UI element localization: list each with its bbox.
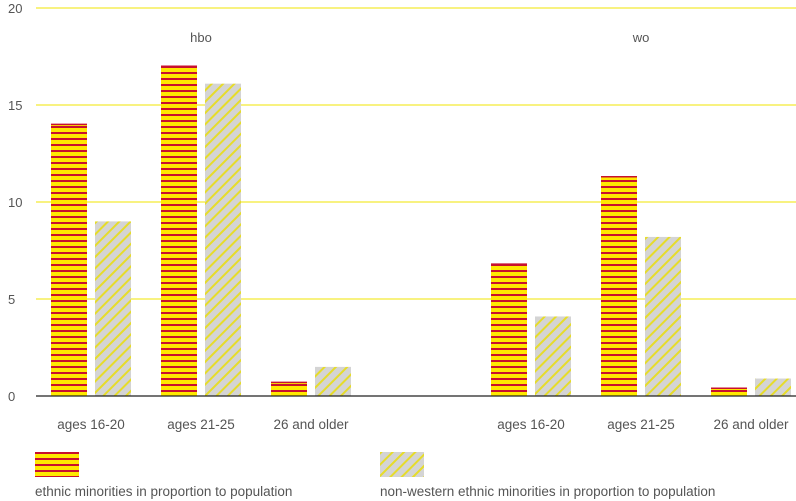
bar-wo-26-and-older-series-2 [755, 378, 791, 396]
bar-hbo-ages-21-25-series-1 [161, 66, 197, 396]
bar-hbo-26-and-older-series-1 [271, 382, 307, 396]
x-category-label: 26 and older [713, 417, 789, 432]
bar-hbo-26-and-older-series-2 [315, 366, 351, 396]
bar-hbo-ages-16-20-series-1 [51, 124, 87, 397]
legend-label-non-western-ethnic-minorities: non-western ethnic minorities in proport… [380, 484, 716, 499]
bars [51, 65, 791, 397]
group-label-hbo: hbo [190, 30, 212, 45]
y-tick-label: 10 [8, 195, 22, 210]
x-axis-category-labels: ages 16-20 ages 21-25 26 and older ages 16-… [57, 417, 789, 432]
y-tick-label: 15 [8, 98, 22, 113]
bar-hbo-ages-16-20-series-2 [95, 221, 131, 396]
bar-hbo-ages-21-25-series-2 [205, 83, 241, 396]
y-tick-label: 20 [8, 1, 22, 16]
bar-wo-ages-21-25-series-2 [645, 236, 681, 396]
bar-wo-ages-21-25-series-1 [601, 176, 637, 396]
bar-wo-ages-16-20-series-1 [491, 264, 527, 396]
x-category-label: ages 16-20 [57, 417, 125, 432]
y-tick-label: 0 [8, 389, 15, 404]
legend: ethnic minorities in proportion to popul… [0, 448, 796, 501]
y-axis-ticks: 0 5 10 15 20 [8, 1, 22, 404]
x-category-label: ages 16-20 [497, 417, 565, 432]
group-labels: hbo wo [190, 30, 649, 45]
legend-swatch-ethnic-minorities [35, 452, 79, 477]
group-label-wo: wo [632, 30, 650, 45]
bar-wo-ages-16-20-series-2 [535, 316, 571, 396]
x-category-label: 26 and older [273, 417, 349, 432]
bar-wo-26-and-older-series-1 [711, 388, 747, 396]
legend-swatch-non-western-ethnic-minorities [380, 452, 424, 477]
y-tick-label: 5 [8, 292, 15, 307]
x-category-label: ages 21-25 [607, 417, 675, 432]
x-category-label: ages 21-25 [167, 417, 235, 432]
grouped-bar-chart: 0 5 10 15 20 ages 16-20 ages 21-25 26 and olde… [8, 1, 796, 432]
legend-label-ethnic-minorities: ethnic minorities in proportion to popul… [35, 484, 293, 499]
gridlines [36, 7, 796, 300]
